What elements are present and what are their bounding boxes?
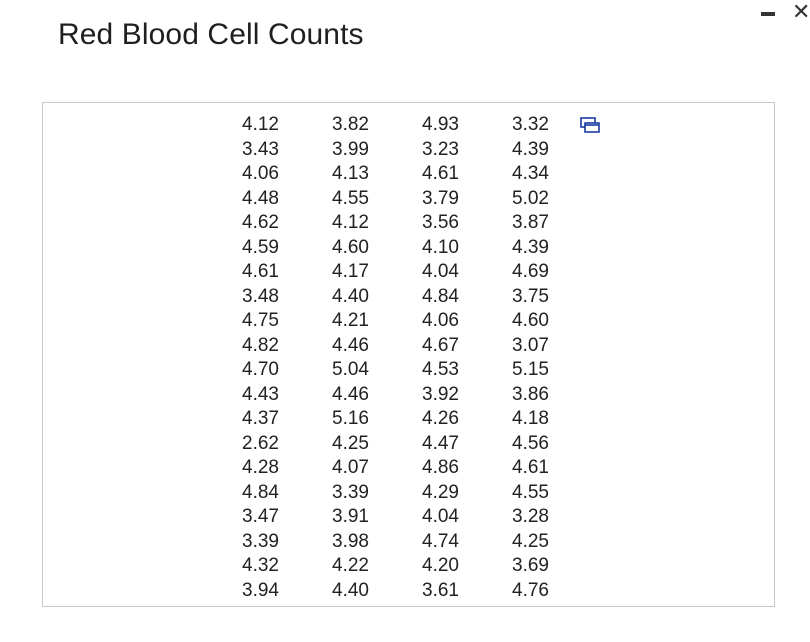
table-cell: 4.12 [332,212,369,233]
table-cell: 4.59 [242,236,279,258]
page-title: Red Blood Cell Counts [58,18,364,51]
table-cell: 3.75 [512,285,549,307]
table-cell: 4.55 [332,187,369,209]
table-cell: 4.37 [242,408,279,429]
table-cell: 3.48 [242,285,279,307]
table-cell: 3.82 [332,114,369,135]
table-cell: 4.62 [242,212,279,233]
table-cell: 3.69 [512,555,549,576]
table-cell: 5.15 [512,359,549,380]
table-cell: 5.16 [332,408,369,429]
table-cell: 4.67 [422,334,459,356]
table-cell: 4.74 [422,530,459,552]
table-cell: 4.29 [422,481,459,503]
table-cell: 4.46 [332,383,369,405]
close-icon[interactable]: ✕ [792,0,810,24]
table-cell: 4.32 [242,555,279,576]
table-cell: 4.28 [242,457,279,478]
table-cell: 4.86 [422,457,459,478]
table-cell: 4.53 [422,359,459,380]
table-cell: 5.02 [512,187,549,209]
table-cell: 3.39 [242,530,279,552]
table-cell: 3.39 [332,481,369,503]
table-cell: 3.28 [512,506,549,527]
table-cell: 5.04 [332,359,369,380]
table-cell: 4.47 [422,432,459,454]
table-cell: 3.92 [422,383,459,405]
table-cell: 4.60 [332,236,369,258]
table-cell: 4.43 [242,383,279,405]
minimize-icon[interactable] [761,12,775,16]
table-cell: 4.13 [332,163,369,184]
table-cell: 4.84 [242,481,279,503]
table-cell: 4.60 [512,310,549,331]
table-cell: 4.04 [422,506,459,527]
table-cell: 4.40 [332,579,369,601]
table-cell: 3.94 [242,579,279,601]
table-cell: 4.25 [332,432,369,454]
data-table: 4.12 3.82 4.93 3.32 3.43 3.99 3.23 4.39 4.06 4.13… [241,113,601,603]
table-cell: 4.17 [332,261,369,282]
table-cell: 4.25 [512,530,549,552]
table-cell: 4.06 [242,163,279,184]
table-cell: 3.32 [512,114,549,135]
table-cell: 3.87 [512,212,549,233]
table-cell: 4.48 [242,187,279,209]
table-cell: 4.22 [332,555,369,576]
table-cell: 4.06 [422,310,459,331]
table-cell: 4.69 [512,261,549,282]
table-cell: 3.56 [422,212,459,233]
table-cell: 4.56 [512,432,549,454]
table-cell: 2.62 [242,432,279,454]
table-cell: 4.76 [512,579,549,601]
table-cell: 4.20 [422,555,459,576]
table-cell: 3.07 [512,334,549,356]
table-cell: 3.91 [332,506,369,527]
table-cell: 4.61 [512,457,549,478]
table-cell: 3.79 [422,187,459,209]
table-cell: 4.34 [512,163,549,184]
table-cell: 3.86 [512,383,549,405]
table-cell: 4.84 [422,285,459,307]
table-cell: 4.26 [422,408,459,429]
copy-icon[interactable] [580,117,600,135]
table-cell: 3.61 [422,579,459,601]
table-cell: 4.21 [332,310,369,331]
table-cell: 4.93 [422,114,459,135]
table-cell: 4.39 [512,138,549,160]
table-cell: 4.82 [242,334,279,356]
data-table-panel: 4.12 3.82 4.93 3.32 3.43 3.99 3.23 4.39 4.06 4.13… [42,102,775,607]
table-cell: 4.39 [512,236,549,258]
table-cell: 3.23 [422,138,459,160]
table-cell: 4.07 [332,457,369,478]
table-cell: 4.46 [332,334,369,356]
table-cell: 3.98 [332,530,369,552]
table-cell: 4.55 [512,481,549,503]
table-cell: 3.47 [242,506,279,527]
table-cell: 3.43 [242,138,279,160]
table-cell: 4.40 [332,285,369,307]
table-cell: 4.18 [512,408,549,429]
table-cell: 4.04 [422,261,459,282]
table-cell: 4.61 [242,261,279,282]
table-cell: 4.10 [422,236,459,258]
table-cell: 4.75 [242,310,279,331]
table-cell: 3.99 [332,138,369,160]
table-cell: 4.12 [242,114,279,135]
table-cell: 4.61 [422,163,459,184]
table-cell: 4.70 [242,359,279,380]
